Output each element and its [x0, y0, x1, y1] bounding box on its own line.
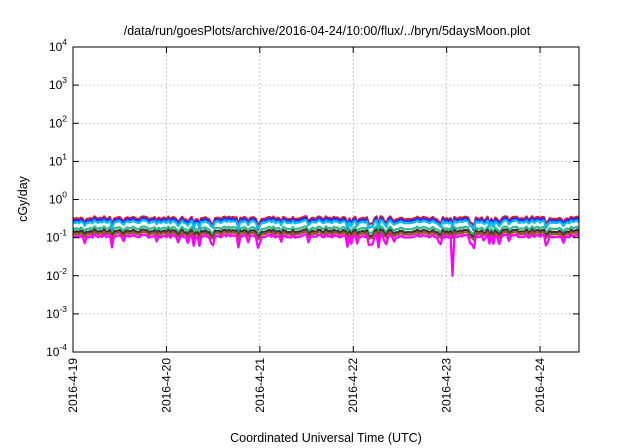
y-tick-label: 104: [49, 37, 67, 54]
data-series: [72, 215, 580, 277]
y-tick-label: 10-1: [46, 228, 67, 245]
y-axis-label: cGy/day: [16, 175, 30, 222]
series-line: [72, 233, 580, 277]
x-tick-label: 2016-4-19: [66, 358, 80, 413]
y-tick-label: 10-3: [46, 304, 67, 321]
chart-title: /data/run/goesPlots/archive/2016-04-24/1…: [124, 24, 531, 38]
y-tick-label: 103: [49, 75, 67, 92]
x-axis-label: Coordinated Universal Time (UTC): [230, 431, 422, 445]
y-tick-label: 102: [49, 113, 67, 130]
x-tick-label: 2016-4-24: [533, 358, 547, 413]
x-tick-label: 2016-4-22: [346, 358, 360, 413]
y-tick-label: 10-4: [46, 342, 67, 359]
axis-ticks: [72, 46, 579, 353]
series-line: [72, 225, 580, 236]
x-tick-labels: 2016-4-19 2016-4-20 2016-4-21 2016-4-22 2016…: [66, 358, 547, 413]
y-tick-label: 10-2: [46, 266, 67, 283]
y-tick-labels: 10-4 10-3 10-2 10-1 100 101 102 103 104: [46, 37, 67, 359]
x-tick-label: 2016-4-23: [440, 358, 454, 413]
grid: [73, 47, 579, 352]
series-line: [72, 219, 580, 230]
x-tick-label: 2016-4-20: [159, 358, 173, 413]
x-tick-label: 2016-4-21: [253, 358, 267, 413]
y-tick-label: 101: [49, 151, 67, 168]
y-tick-label: 100: [49, 190, 67, 207]
series-line: [72, 230, 580, 242]
